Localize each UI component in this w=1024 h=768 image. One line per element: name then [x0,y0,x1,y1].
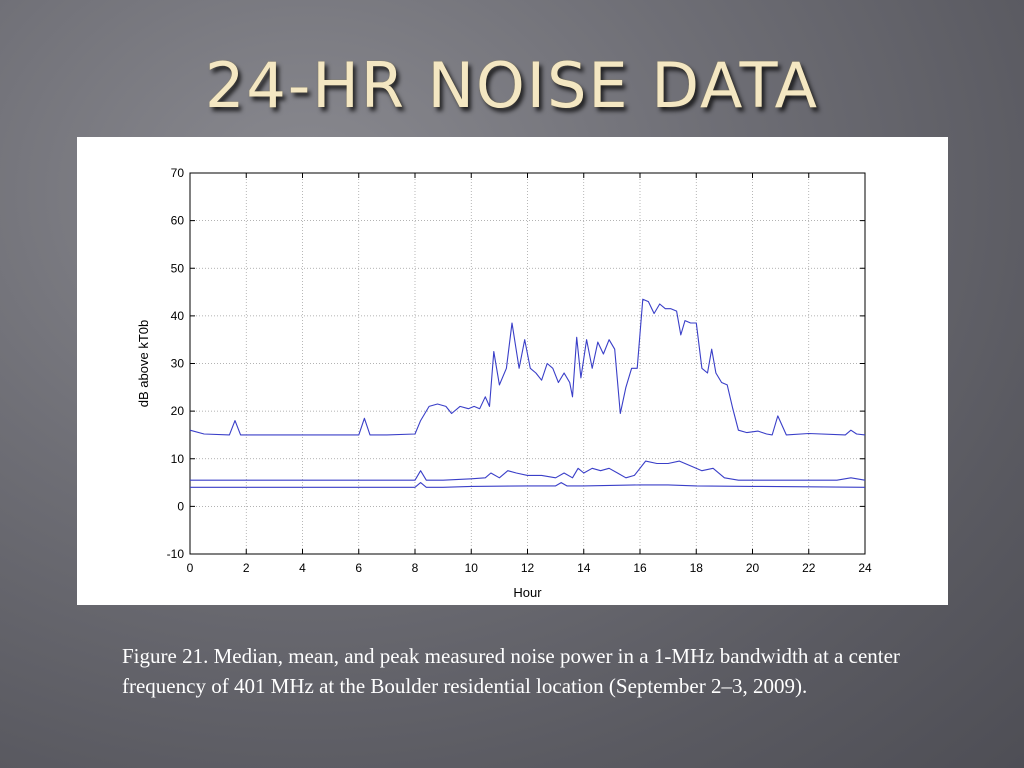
x-tick-label: 10 [465,561,479,575]
x-axis-label: Hour [513,585,542,600]
y-tick-label: 20 [171,404,185,418]
y-tick-label: 0 [177,499,184,513]
chart-panel: 0 2 4 6 8 10 12 14 16 18 20 22 24 -10 0 10 20 30 40 50 60 70 H… [77,137,948,605]
x-tick-label: 8 [412,561,419,575]
x-tick-label: 14 [577,561,591,575]
noise-chart: 0 2 4 6 8 10 12 14 16 18 20 22 24-10010203040506070H… [136,166,872,600]
x-tick-label: 16 [633,561,647,575]
peak-series-line [189,298,866,436]
x-tick-label: 4 [299,561,306,575]
y-axis-label: dB above kT0b [136,320,151,407]
x-tick-label: 20 [746,561,760,575]
y-tick-label: 10 [171,452,185,466]
y-tick-label: 60 [171,214,185,228]
x-tick-label: 24 [858,561,872,575]
x-tick-label: 6 [355,561,362,575]
x-tick-label: 0 [187,561,194,575]
x-tick-label: 22 [802,561,816,575]
y-tick-label: 50 [171,261,185,275]
x-tick-label: 12 [521,561,535,575]
median-series-line [190,482,866,488]
slide-title: 24-HR NOISE DATA [204,49,820,122]
figure-caption: Figure 21. Median, mean, and peak measur… [122,644,900,698]
y-tick-label: -10 [167,547,185,561]
mean-series-line [190,460,866,481]
y-tick-label: 30 [171,357,185,371]
y-tick-label: 40 [171,309,185,323]
x-tick-label: 18 [690,561,704,575]
x-tick-label: 2 [243,561,250,575]
y-tick-label: 70 [171,166,185,180]
